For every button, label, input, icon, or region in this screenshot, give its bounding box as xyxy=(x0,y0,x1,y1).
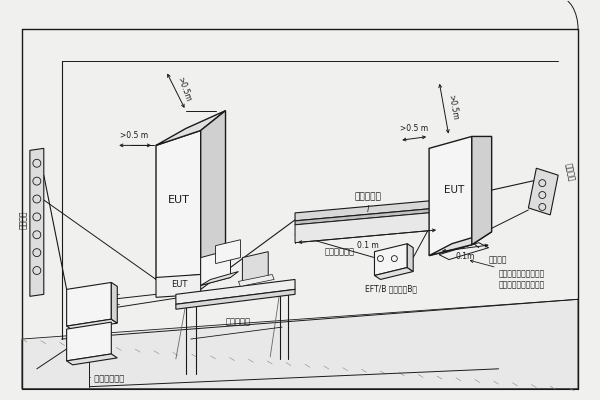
Text: EUT: EUT xyxy=(168,195,190,205)
Text: >0.5 m: >0.5 m xyxy=(400,124,428,134)
Text: 0.1 m: 0.1 m xyxy=(356,241,379,250)
Polygon shape xyxy=(429,136,472,256)
Polygon shape xyxy=(200,111,226,274)
Polygon shape xyxy=(67,354,117,365)
Polygon shape xyxy=(472,136,491,245)
Polygon shape xyxy=(112,282,117,323)
Polygon shape xyxy=(407,244,413,272)
Polygon shape xyxy=(67,319,117,330)
Text: EUT: EUT xyxy=(444,185,464,195)
Polygon shape xyxy=(67,282,112,326)
Text: 交流电源: 交流电源 xyxy=(19,211,28,229)
Text: EFT/B: EFT/B xyxy=(80,299,99,305)
Text: EUT: EUT xyxy=(223,249,235,254)
Polygon shape xyxy=(374,244,407,276)
Polygon shape xyxy=(200,272,238,286)
Text: 发生器: 发生器 xyxy=(83,308,96,314)
Text: 容性耦合夹: 容性耦合夹 xyxy=(354,192,381,202)
Polygon shape xyxy=(176,289,295,309)
Text: l: l xyxy=(367,206,369,214)
Polygon shape xyxy=(200,250,230,286)
Polygon shape xyxy=(156,130,200,280)
Polygon shape xyxy=(30,148,44,296)
Polygon shape xyxy=(67,322,112,361)
Text: EFT/B 发生器（B）: EFT/B 发生器（B） xyxy=(365,284,418,294)
Polygon shape xyxy=(176,280,295,304)
Polygon shape xyxy=(439,243,488,260)
Polygon shape xyxy=(156,111,226,145)
Polygon shape xyxy=(215,240,241,264)
Text: 绝缘支座: 绝缘支座 xyxy=(488,255,507,264)
Polygon shape xyxy=(529,168,558,215)
Text: EUT: EUT xyxy=(170,280,187,289)
Polygon shape xyxy=(22,299,578,389)
Text: 交流电源: 交流电源 xyxy=(563,162,576,182)
Text: 0.1m: 0.1m xyxy=(455,252,475,261)
Polygon shape xyxy=(295,200,439,221)
Text: 控制造商的规范接地，
长度在试验计划中规定: 控制造商的规范接地， 长度在试验计划中规定 xyxy=(499,270,545,289)
Text: 非金属桌子: 非金属桌子 xyxy=(226,317,251,326)
Text: · 接地参考平面: · 接地参考平面 xyxy=(89,374,125,383)
Text: >0.5m: >0.5m xyxy=(176,75,193,102)
Polygon shape xyxy=(374,268,413,280)
Polygon shape xyxy=(242,252,268,284)
Text: EUT: EUT xyxy=(208,262,223,271)
Polygon shape xyxy=(238,274,274,286)
Text: 接地参考平面: 接地参考平面 xyxy=(325,248,355,257)
Polygon shape xyxy=(156,274,200,297)
Polygon shape xyxy=(295,208,439,225)
Text: >0.5m: >0.5m xyxy=(446,94,460,121)
Text: >0.5 m: >0.5 m xyxy=(120,132,148,140)
Polygon shape xyxy=(295,212,439,243)
Polygon shape xyxy=(429,232,491,256)
Text: 耦合/去耦
网络（A）: 耦合/去耦 网络（A） xyxy=(80,336,99,348)
